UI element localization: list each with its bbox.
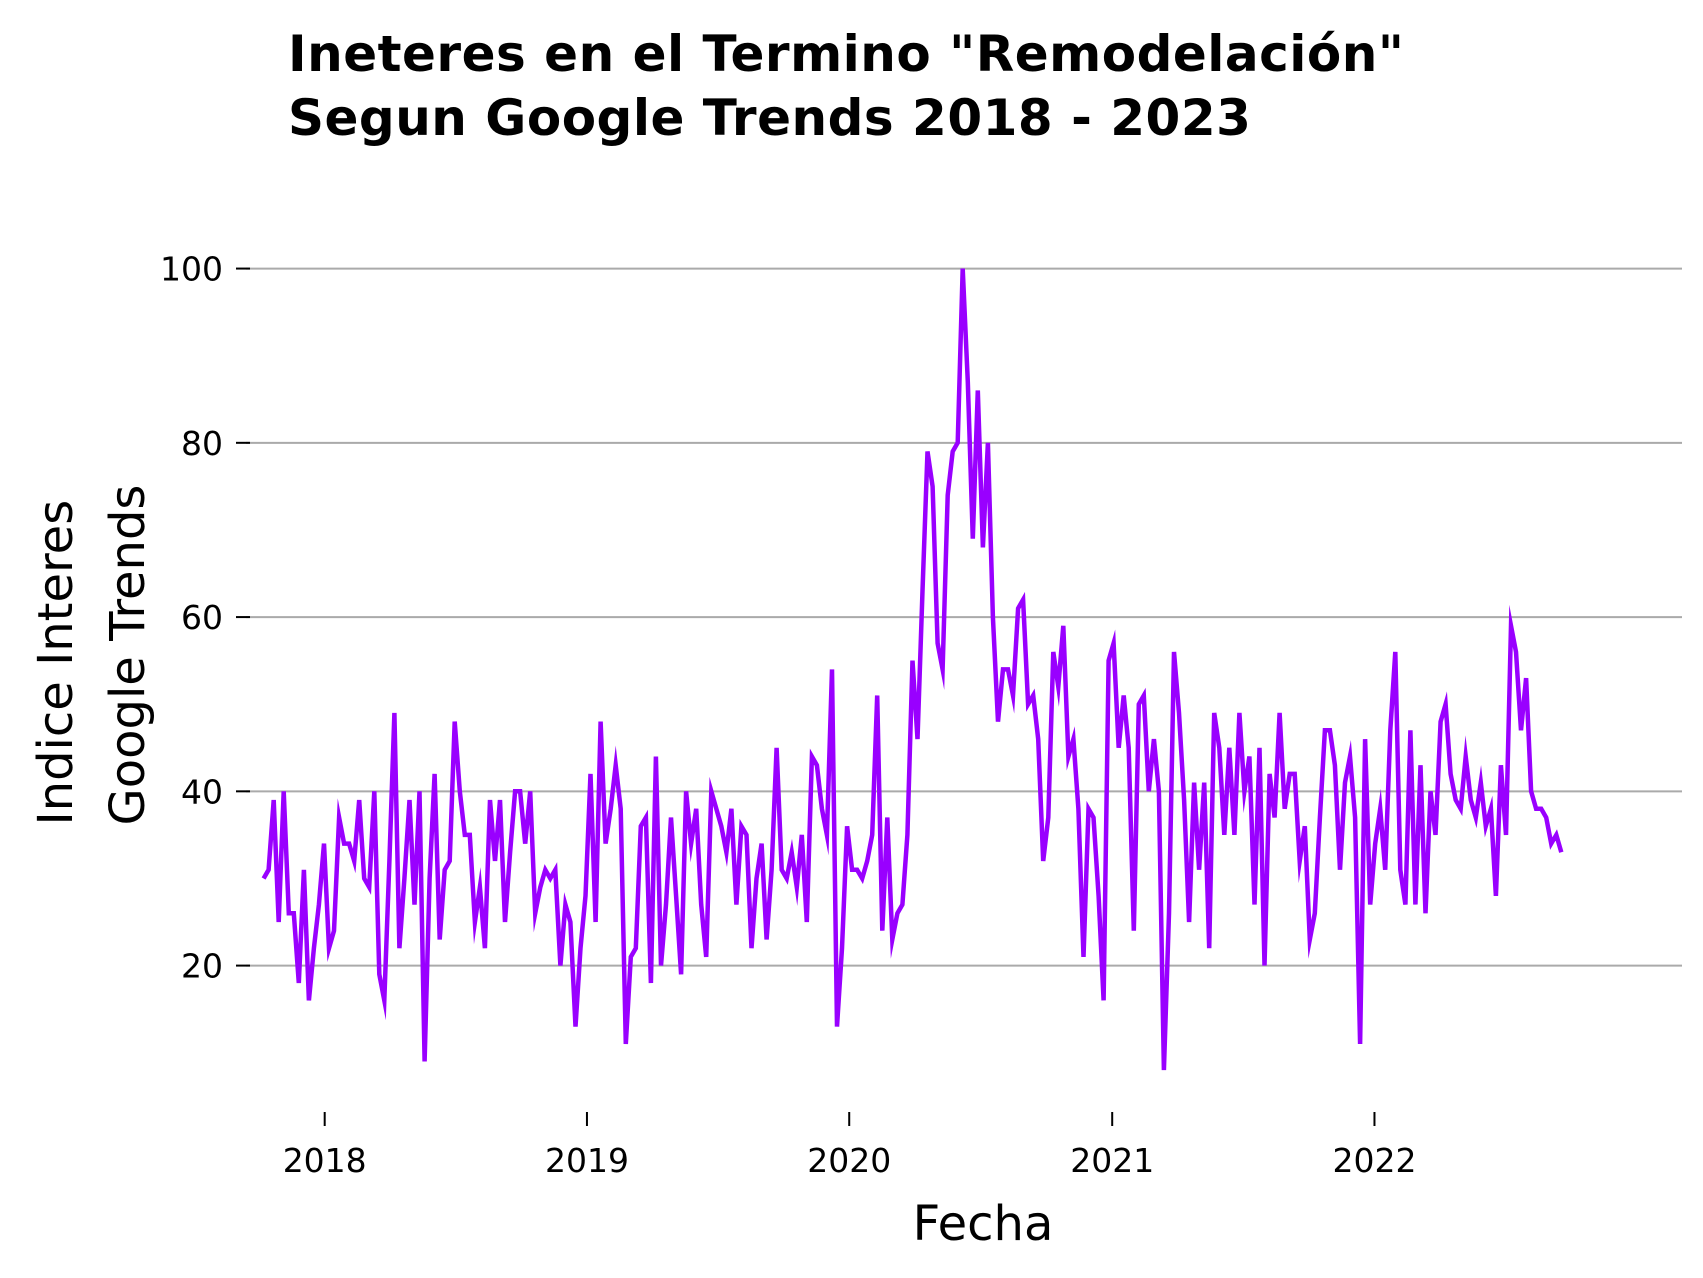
x-tick-label-2021: 2021 <box>1070 1141 1154 1180</box>
chart-title-line-2: Segun Google Trends 2018 - 2023 <box>288 89 1252 147</box>
series-line-0 <box>261 268 1564 1071</box>
series-layer <box>261 268 1564 1071</box>
x-tick-label-2022: 2022 <box>1332 1141 1416 1180</box>
x-tick-label-2019: 2019 <box>545 1141 629 1180</box>
x-tick-label-2020: 2020 <box>807 1141 891 1180</box>
y-tick-label-80: 80 <box>181 424 223 463</box>
y-axis-label-line-1: Indice Interes <box>28 500 84 826</box>
x-axis-label: Fecha <box>913 1196 1054 1252</box>
y-tick-label-40: 40 <box>181 772 223 811</box>
chart-title-line-1: Ineteres en el Termino "Remodelación" <box>288 25 1405 83</box>
y-axis-label-line-2: Google Trends <box>100 485 156 826</box>
y-axis-label: Indice Interes Google Trends <box>28 485 156 826</box>
x-tick-label-2018: 2018 <box>283 1141 367 1180</box>
y-tick-label-100: 100 <box>160 250 223 289</box>
y-tick-label-60: 60 <box>181 598 223 637</box>
x-axis: 2018 2019 2020 2021 2022 <box>283 1112 1416 1180</box>
chart-title: Ineteres en el Termino "Remodelación" Se… <box>288 22 1404 150</box>
y-tick-label-20: 20 <box>181 947 223 986</box>
y-axis: 20 40 60 80 100 <box>160 250 1682 986</box>
